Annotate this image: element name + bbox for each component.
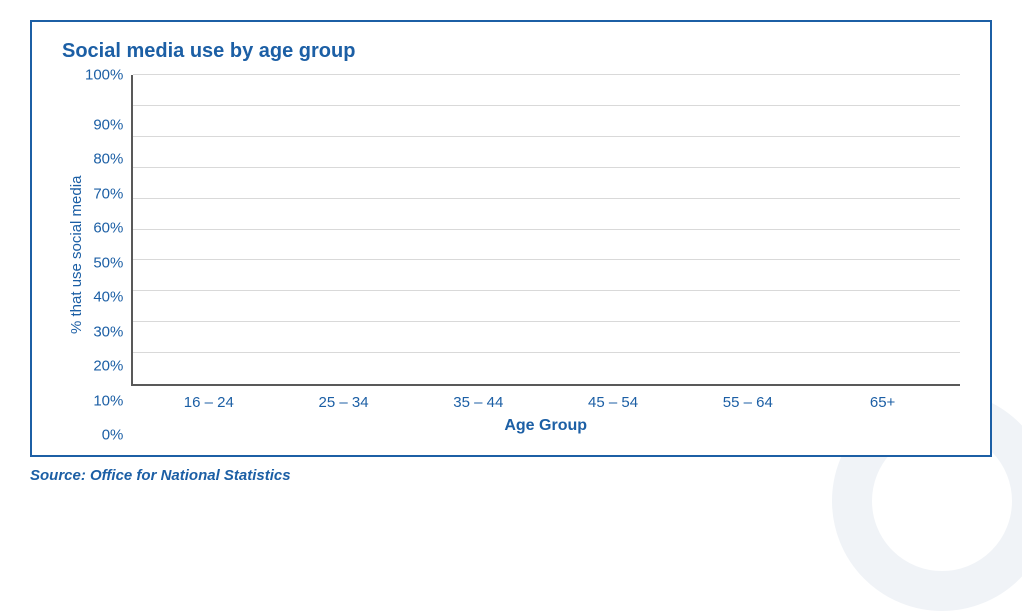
- chart-body: % that use social media 100%90%80%70%60%…: [62, 75, 960, 435]
- x-tick: 65+: [815, 394, 950, 411]
- chart-frame: Social media use by age group % that use…: [30, 20, 992, 457]
- x-tick: 35 – 44: [411, 394, 546, 411]
- x-tick: 45 – 54: [546, 394, 681, 411]
- y-tick: 30%: [93, 324, 123, 339]
- bars-container: [133, 75, 960, 384]
- y-tick: 10%: [93, 393, 123, 408]
- y-tick: 70%: [93, 186, 123, 201]
- y-axis-ticks: 100%90%80%70%60%50%40%30%20%10%0%: [85, 75, 131, 435]
- x-tick: 55 – 64: [680, 394, 815, 411]
- plot-area: [131, 75, 960, 386]
- x-axis-ticks: 16 – 2425 – 3435 – 4445 – 5455 – 6465+: [131, 386, 960, 411]
- y-axis-label: % that use social media: [62, 75, 85, 435]
- source-attribution: Source: Office for National Statistics: [30, 467, 992, 484]
- y-tick: 90%: [93, 117, 123, 132]
- x-axis-label: Age Group: [131, 417, 960, 435]
- y-tick: 40%: [93, 290, 123, 305]
- y-tick: 100%: [85, 68, 123, 83]
- y-tick: 50%: [93, 255, 123, 270]
- y-tick: 0%: [102, 428, 124, 443]
- x-tick: 16 – 24: [141, 394, 276, 411]
- chart-title: Social media use by age group: [62, 40, 960, 63]
- y-tick: 60%: [93, 221, 123, 236]
- y-tick: 80%: [93, 152, 123, 167]
- x-tick: 25 – 34: [276, 394, 411, 411]
- y-tick: 20%: [93, 359, 123, 374]
